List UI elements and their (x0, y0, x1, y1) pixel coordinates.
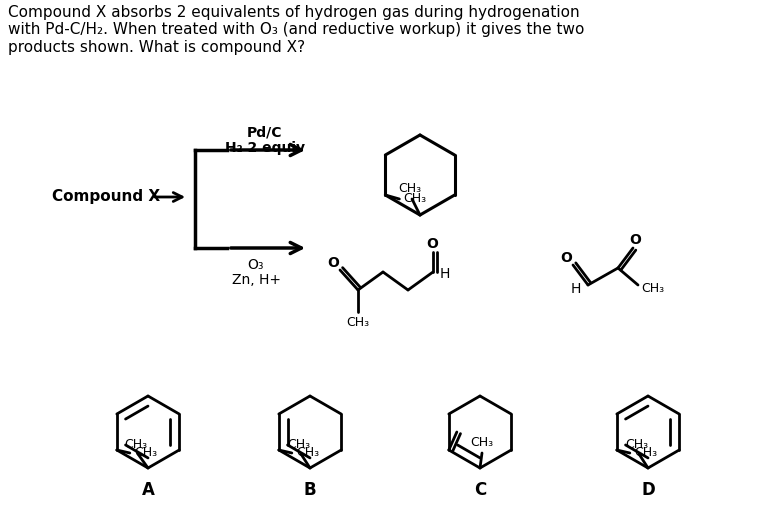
Text: CH₃: CH₃ (402, 192, 426, 206)
Text: CH₃: CH₃ (471, 437, 494, 449)
Text: O₃: O₃ (248, 258, 264, 272)
Text: CH₃: CH₃ (134, 446, 157, 460)
Text: Compound X absorbs 2 equivalents of hydrogen gas during hydrogenation
with Pd-C/: Compound X absorbs 2 equivalents of hydr… (8, 5, 584, 55)
Text: O: O (629, 233, 641, 247)
Text: H₂ 2 equiv: H₂ 2 equiv (225, 141, 305, 155)
Text: B: B (303, 481, 316, 499)
Text: O: O (560, 251, 572, 265)
Text: CH₃: CH₃ (124, 438, 147, 450)
Text: H: H (571, 282, 581, 296)
Text: Compound X: Compound X (52, 189, 160, 205)
Text: H: H (440, 267, 450, 281)
Text: O: O (327, 256, 339, 270)
Text: CH₃: CH₃ (399, 183, 422, 195)
Text: Zn, H+: Zn, H+ (231, 273, 280, 287)
Text: CH₃: CH₃ (625, 438, 648, 450)
Text: D: D (641, 481, 655, 499)
Text: CH₃: CH₃ (346, 317, 369, 329)
Text: CH₃: CH₃ (634, 446, 657, 460)
Text: CH₃: CH₃ (287, 438, 310, 450)
Text: A: A (141, 481, 154, 499)
Text: C: C (474, 481, 486, 499)
Text: CH₃: CH₃ (641, 282, 664, 294)
Text: O: O (426, 237, 438, 251)
Text: CH₃: CH₃ (296, 446, 319, 460)
Text: Pd/C: Pd/C (247, 126, 283, 140)
